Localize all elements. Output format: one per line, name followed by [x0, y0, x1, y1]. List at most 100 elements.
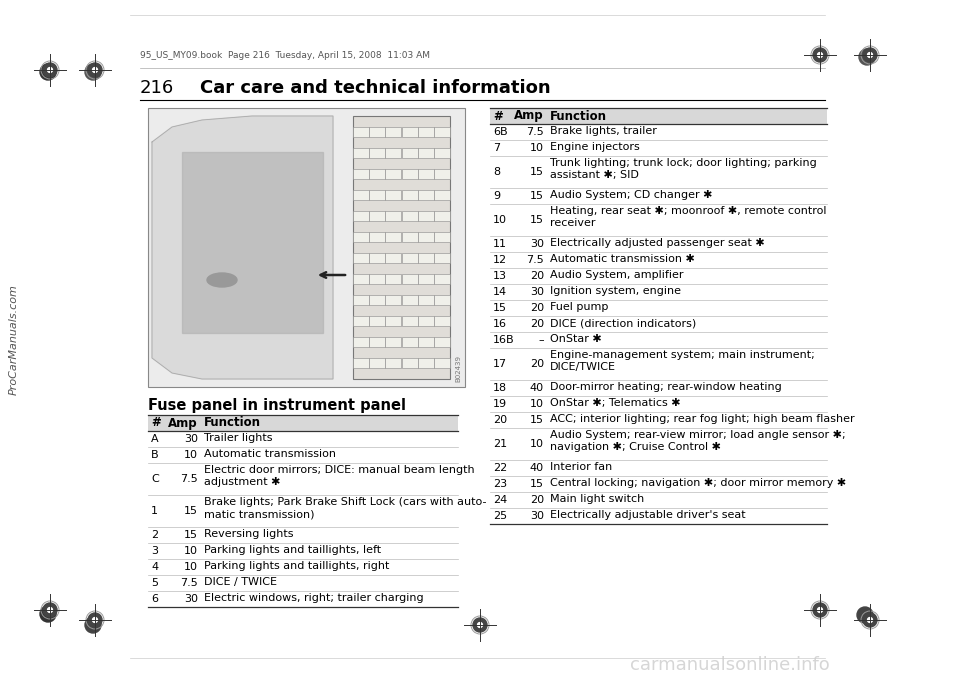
Circle shape [85, 617, 101, 633]
Text: 40: 40 [530, 463, 544, 473]
Bar [434, 358, 450, 368]
Text: #: # [493, 109, 503, 122]
Circle shape [859, 49, 875, 65]
Text: #: # [151, 416, 160, 430]
Circle shape [48, 67, 53, 73]
Text: 23: 23 [493, 479, 507, 489]
Bar [385, 316, 401, 326]
Text: 20: 20 [530, 359, 544, 369]
Text: 20: 20 [530, 271, 544, 281]
Text: 16: 16 [493, 319, 507, 329]
Bar [401, 295, 418, 305]
Text: 30: 30 [184, 434, 198, 444]
Text: 21: 21 [493, 439, 507, 449]
Text: 7.5: 7.5 [526, 255, 544, 265]
Text: Reversing lights: Reversing lights [204, 529, 294, 539]
Text: 22: 22 [493, 463, 507, 473]
Bar [401, 127, 418, 137]
Ellipse shape [207, 273, 237, 287]
Text: 15: 15 [184, 530, 198, 540]
Bar [401, 148, 418, 158]
Text: Electrically adjustable driver's seat: Electrically adjustable driver's seat [550, 510, 746, 520]
Bar [353, 211, 370, 221]
Bar [418, 148, 434, 158]
Text: 14: 14 [493, 287, 507, 297]
Text: Trunk lighting; trunk lock; door lighting; parking
assistant ✱; SID: Trunk lighting; trunk lock; door lightin… [550, 158, 817, 181]
Bar [385, 295, 401, 305]
Circle shape [88, 63, 102, 77]
Bar [385, 232, 401, 242]
Bar [353, 190, 370, 200]
Bar [418, 190, 434, 200]
Text: Parking lights and taillights, left: Parking lights and taillights, left [204, 545, 381, 555]
Circle shape [92, 617, 98, 623]
Circle shape [40, 606, 56, 622]
Text: carmanualsonline.info: carmanualsonline.info [631, 656, 830, 674]
Bar [353, 116, 450, 379]
Bar [353, 358, 370, 368]
Text: 10: 10 [493, 215, 507, 225]
Bar [148, 108, 465, 387]
Text: ACC; interior lighting; rear fog light; high beam flasher: ACC; interior lighting; rear fog light; … [550, 414, 854, 424]
Bar [385, 148, 401, 158]
Circle shape [813, 48, 827, 62]
Text: 40: 40 [530, 383, 544, 393]
Text: Electric windows, right; trailer charging: Electric windows, right; trailer chargin… [204, 593, 423, 603]
Bar [385, 358, 401, 368]
Text: Heating, rear seat ✱; moonroof ✱, remote control
receiver: Heating, rear seat ✱; moonroof ✱, remote… [550, 206, 827, 228]
Bar [353, 127, 370, 137]
Bar [401, 232, 418, 242]
Bar [434, 169, 450, 179]
Bar [370, 337, 385, 347]
Polygon shape [182, 152, 323, 333]
Text: 3: 3 [151, 546, 158, 556]
Bar [401, 316, 418, 326]
Bar [370, 295, 385, 305]
Bar [385, 253, 401, 263]
Bar [353, 148, 370, 158]
Bar [434, 211, 450, 221]
Text: Car care and technical information: Car care and technical information [200, 79, 551, 97]
Text: 10: 10 [530, 399, 544, 409]
Text: Electric door mirrors; DICE: manual beam length
adjustment ✱: Electric door mirrors; DICE: manual beam… [204, 465, 474, 488]
Text: 6: 6 [151, 594, 158, 604]
Text: OnStar ✱; Telematics ✱: OnStar ✱; Telematics ✱ [550, 398, 681, 408]
Text: 10: 10 [530, 439, 544, 449]
Text: Amp: Amp [168, 416, 198, 430]
Circle shape [818, 52, 823, 58]
Text: 15: 15 [530, 415, 544, 425]
Text: 20: 20 [493, 415, 507, 425]
Text: Audio System, amplifier: Audio System, amplifier [550, 270, 684, 280]
Bar [353, 295, 370, 305]
Text: 6B: 6B [493, 127, 508, 137]
Text: 24: 24 [493, 495, 507, 505]
Text: 8: 8 [493, 167, 500, 177]
Bar [370, 148, 385, 158]
Bar [418, 274, 434, 284]
Bar [434, 253, 450, 263]
Text: 15: 15 [530, 167, 544, 177]
Text: 15: 15 [530, 191, 544, 201]
Bar [401, 190, 418, 200]
Bar [353, 274, 370, 284]
Text: A: A [151, 434, 158, 444]
Text: Interior fan: Interior fan [550, 462, 612, 472]
Circle shape [477, 623, 483, 627]
Text: 4: 4 [151, 562, 158, 572]
Text: Parking lights and taillights, right: Parking lights and taillights, right [204, 561, 390, 571]
Text: 11: 11 [493, 239, 507, 249]
Text: 19: 19 [493, 399, 507, 409]
Bar [385, 127, 401, 137]
Text: 17: 17 [493, 359, 507, 369]
Circle shape [813, 603, 827, 617]
Bar [401, 274, 418, 284]
Bar [418, 169, 434, 179]
Text: Engine injectors: Engine injectors [550, 142, 639, 152]
Bar [434, 274, 450, 284]
Bar [148, 415, 458, 431]
Text: Fuse panel in instrument panel: Fuse panel in instrument panel [148, 398, 406, 413]
Text: 7.5: 7.5 [180, 474, 198, 484]
Text: 20: 20 [530, 495, 544, 505]
Bar [370, 274, 385, 284]
Bar [370, 316, 385, 326]
